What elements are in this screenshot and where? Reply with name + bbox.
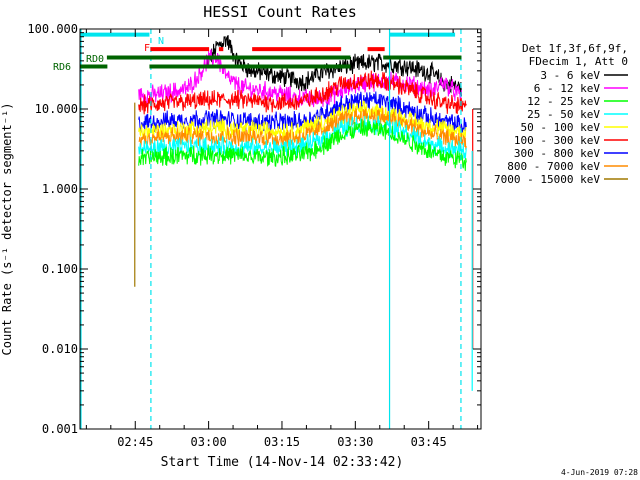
x-tick-label: 03:45: [411, 435, 447, 449]
flag-label-n: N: [158, 36, 164, 47]
y-tick-label: 1.000: [42, 182, 78, 196]
legend-label-3-6-kev: 3 - 6 keV: [540, 69, 600, 82]
y-tick-label: 0.001: [42, 422, 78, 436]
x-axis-label: Start Time (14-Nov-14 02:33:42): [161, 455, 404, 470]
flag-label-rd6: RD6: [53, 62, 71, 73]
legend-label-100-300-kev: 100 - 300 keV: [514, 134, 600, 147]
x-tick-label: 03:30: [337, 435, 373, 449]
y-tick-label: 100.000: [27, 22, 78, 36]
annotation-layer: NF RD0 RD6: [53, 29, 462, 429]
series-line-800-7000-kev: [138, 107, 467, 150]
legend-label-7000-15000-kev: 7000 - 15000 keV: [494, 173, 600, 186]
legend-label-800-7000-kev: 800 - 7000 keV: [507, 160, 600, 173]
y-axis-label: Count Rate (s⁻¹ detector segment⁻¹): [0, 103, 14, 356]
x-tick-label: 03:00: [191, 435, 227, 449]
plot-frame: [79, 28, 482, 430]
series-layer: [134, 35, 474, 391]
x-tick-label: 02:45: [117, 435, 153, 449]
chart-title: HESSI Count Rates: [203, 3, 357, 21]
footer-date: 4-Jun-2019 07:28: [561, 468, 638, 477]
y-tick-label: 0.100: [42, 262, 78, 276]
axis-layer: 100.000 10.000 1.000 0.100 0.010 0.001 02:45 03…: [27, 22, 481, 449]
legend-label-6-12-kev: 6 - 12 keV: [534, 82, 601, 95]
legend: Det 1f,3f,6f,9f, FDecim 1, Att 0 3 - 6 k…: [494, 42, 628, 186]
legend-label-50-100-kev: 50 - 100 keV: [521, 121, 601, 134]
legend-header-line-1: Det 1f,3f,6f,9f,: [522, 42, 628, 55]
y-tick-label: 10.000: [35, 102, 78, 116]
legend-label-25-50-kev: 25 - 50 keV: [527, 108, 600, 121]
y-tick-label: 0.010: [42, 342, 78, 356]
flag-label-f: F: [144, 43, 150, 54]
x-tick-label: 03:15: [264, 435, 300, 449]
legend-header-line-2: FDecim 1, Att 0: [529, 55, 628, 68]
flag-label-rd0: RD0: [86, 54, 104, 65]
series-line-100-300-kev: [138, 70, 467, 115]
series-line-300-800-kev: [138, 91, 467, 134]
series-line-50-100-kev: [138, 100, 467, 142]
legend-label-12-25-kev: 12 - 25 keV: [527, 95, 600, 108]
series-line-12-25-kev: [138, 119, 467, 171]
legend-label-300-800-kev: 300 - 800 keV: [514, 147, 600, 160]
